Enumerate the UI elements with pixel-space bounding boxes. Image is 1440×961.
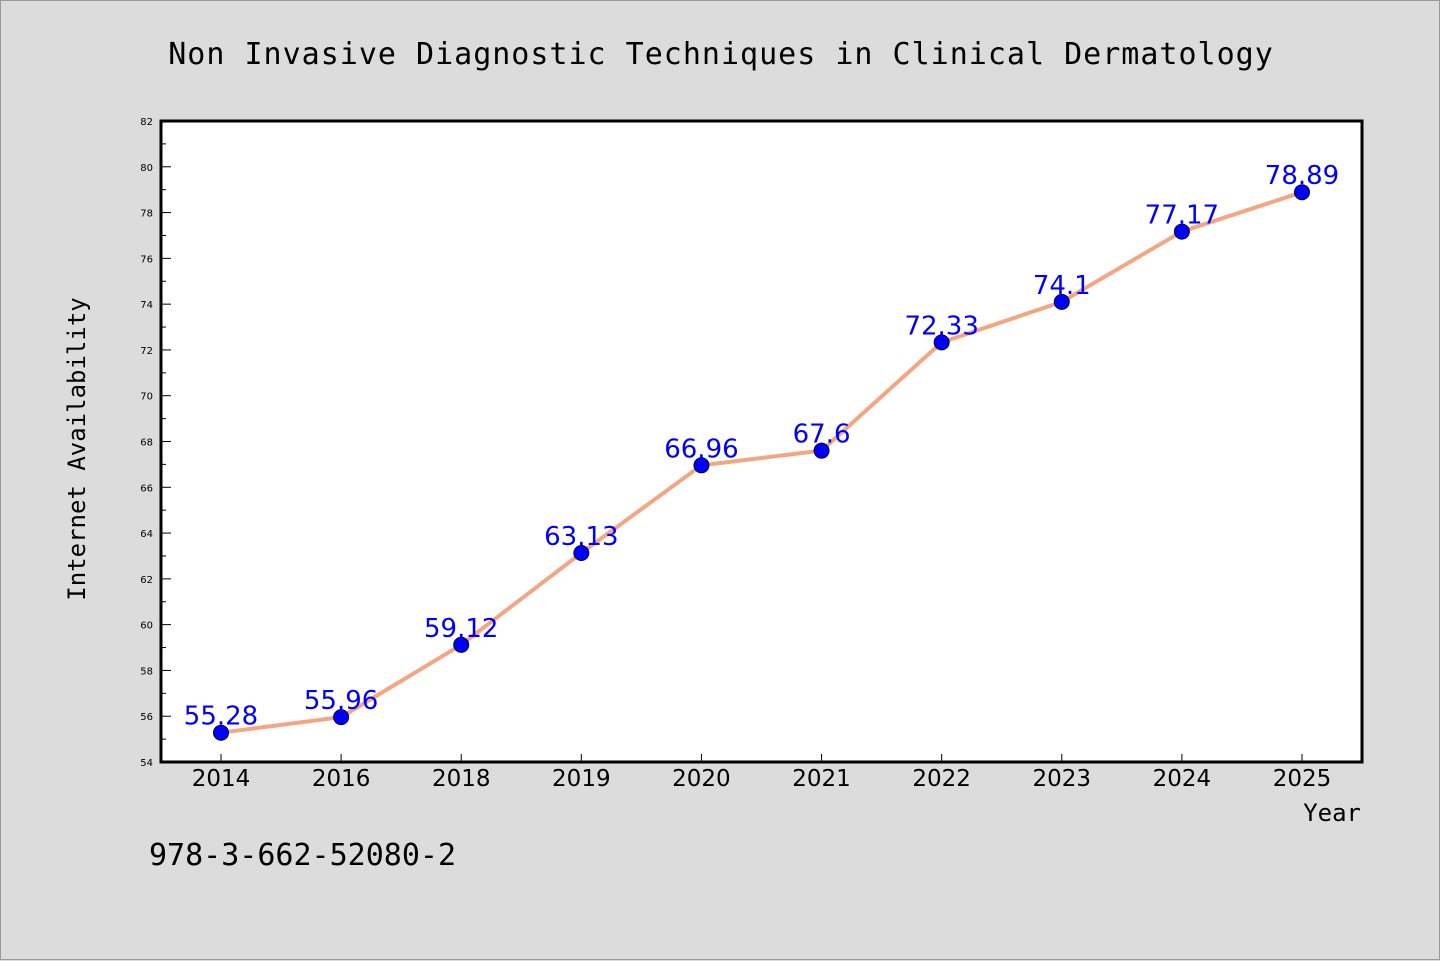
x-tick-label: 2021 (792, 766, 851, 792)
y-tick-label: 74 (140, 300, 153, 311)
x-tick-label: 2014 (192, 766, 251, 792)
isbn-annotation: 978-3-662-52080-2 (149, 838, 456, 873)
y-tick-label: 58 (140, 666, 153, 677)
x-tick-label: 2020 (672, 766, 731, 792)
y-tick-label: 78 (140, 209, 153, 220)
data-label: 66.96 (664, 434, 738, 464)
y-tick-label: 72 (140, 346, 153, 357)
data-point (213, 724, 229, 741)
data-point (1294, 184, 1310, 201)
data-label: 55.96 (304, 686, 378, 716)
x-tick-label: 2019 (552, 766, 611, 792)
x-tick-label: 2024 (1153, 766, 1212, 792)
data-point (933, 334, 950, 351)
y-tick-label: 64 (140, 529, 153, 540)
data-labels: 55.28 55.96 59.12 63.13 66.96 67.6 72.33 74.1 77… (184, 161, 1339, 732)
x-tick-label: 2018 (432, 766, 491, 792)
y-tick-label: 66 (140, 483, 153, 494)
y-tick-label: 76 (140, 254, 153, 265)
data-label: 59.12 (424, 614, 498, 644)
plot-area (161, 121, 1362, 762)
data-label: 77.17 (1145, 201, 1219, 231)
data-point (333, 709, 350, 726)
data-point (573, 544, 590, 561)
plot-border (159, 119, 1364, 764)
data-point (693, 457, 710, 474)
x-tick-label: 2022 (912, 766, 971, 792)
y-axis-label: Internet Availability (63, 297, 91, 600)
y-tick-label: 82 (140, 117, 153, 128)
x-axis-label: Year (1303, 799, 1361, 827)
data-label: 63.13 (544, 522, 618, 552)
y-tick-label: 68 (140, 438, 153, 449)
data-label: 55.28 (184, 702, 258, 732)
series-markers (213, 184, 1310, 741)
y-tick-label: 80 (140, 163, 153, 174)
x-axis: 2014 2016 2018 2019 2020 2021 2022 2023 2024 2025 (192, 754, 1332, 792)
y-tick-label: 56 (140, 712, 153, 723)
series-line (219, 190, 1304, 735)
data-label: 72.33 (904, 311, 978, 341)
y-tick-label: 70 (140, 392, 153, 403)
y-tick-label: 54 (140, 758, 153, 769)
x-tick-label: 2016 (312, 766, 371, 792)
x-tick-label: 2023 (1033, 766, 1092, 792)
data-label: 74.1 (1033, 271, 1091, 301)
y-tick-label: 60 (140, 621, 153, 632)
data-point (1053, 293, 1070, 310)
chart-title: Non Invasive Diagnostic Techniques in Cl… (168, 37, 1274, 72)
data-point (1173, 223, 1190, 240)
data-point (453, 636, 470, 653)
data-label: 78.89 (1265, 161, 1339, 191)
y-tick-label: 62 (140, 575, 153, 586)
x-tick-label: 2025 (1273, 766, 1332, 792)
data-point (813, 442, 830, 459)
y-axis: 54 56 58 60 62 64 66 68 70 72 74 76 78 80 82 (140, 117, 171, 769)
data-label: 67.6 (793, 420, 851, 450)
